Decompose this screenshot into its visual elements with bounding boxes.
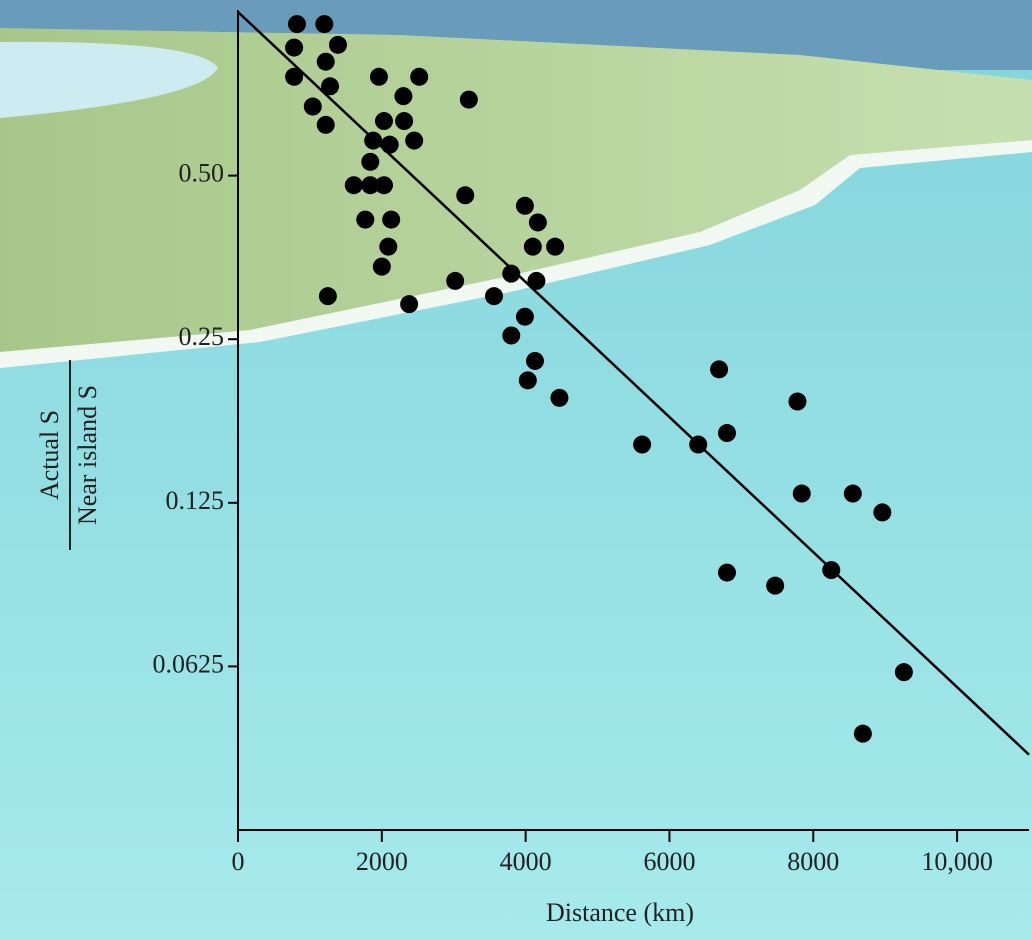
data-point	[318, 287, 337, 306]
data-point	[380, 135, 399, 154]
data-point	[303, 97, 322, 116]
x-tick-label: 4000	[500, 847, 552, 876]
data-point	[374, 176, 393, 195]
x-tick-label: 0	[232, 847, 245, 876]
data-point	[792, 484, 811, 503]
data-point	[287, 15, 306, 34]
data-point	[502, 326, 521, 345]
y-tick-label: 0.0625	[153, 649, 225, 678]
x-tick-label: 8000	[787, 847, 839, 876]
data-point	[400, 295, 419, 314]
data-point	[484, 287, 503, 306]
data-point	[405, 131, 424, 150]
x-tick-label: 2000	[356, 847, 408, 876]
data-point	[766, 576, 785, 595]
data-point	[446, 271, 465, 290]
data-point	[456, 186, 475, 205]
plot-area	[237, 11, 1030, 756]
data-point	[356, 210, 375, 229]
data-point	[369, 67, 388, 86]
data-point	[316, 52, 335, 71]
data-point	[410, 67, 429, 86]
y-tick-label: 0.125	[166, 486, 225, 515]
data-point	[518, 371, 537, 390]
data-point	[710, 360, 729, 379]
data-point	[633, 435, 652, 454]
data-point	[528, 213, 547, 232]
data-point	[344, 176, 363, 195]
y-label-numerator: Actual S	[35, 410, 64, 500]
data-point	[372, 257, 391, 276]
data-point	[361, 176, 380, 195]
data-point	[395, 112, 414, 131]
x-tick-label: 6000	[643, 847, 695, 876]
data-point	[523, 237, 542, 256]
data-point	[382, 210, 401, 229]
data-point	[717, 563, 736, 582]
y-label-denominator: Near island S	[73, 385, 102, 525]
data-point	[321, 77, 340, 96]
data-point	[550, 388, 569, 407]
data-point	[364, 131, 383, 150]
data-point	[717, 424, 736, 443]
data-point	[315, 15, 334, 34]
data-point	[285, 38, 304, 57]
data-point	[894, 663, 913, 682]
data-point	[689, 435, 708, 454]
data-point	[328, 35, 347, 54]
y-tick-label: 0.25	[179, 322, 225, 351]
data-point	[502, 264, 521, 283]
data-point	[788, 392, 807, 411]
data-point	[285, 67, 304, 86]
data-point	[853, 724, 872, 743]
x-tick-label: 10,000	[921, 847, 993, 876]
data-point	[361, 152, 380, 171]
data-point	[873, 503, 892, 522]
data-point	[822, 561, 841, 580]
data-point	[379, 237, 398, 256]
data-point	[316, 115, 335, 134]
data-point	[459, 90, 478, 109]
y-axis-label: Actual S Near island S	[35, 360, 102, 550]
data-point	[374, 112, 393, 131]
data-point	[546, 237, 565, 256]
data-point	[843, 484, 862, 503]
x-axis-label: Distance (km)	[546, 898, 694, 927]
data-point	[527, 271, 546, 290]
y-tick-label: 0.50	[179, 159, 225, 188]
data-point	[394, 87, 413, 106]
data-point	[515, 196, 534, 215]
data-point	[515, 307, 534, 326]
data-point	[525, 351, 544, 370]
